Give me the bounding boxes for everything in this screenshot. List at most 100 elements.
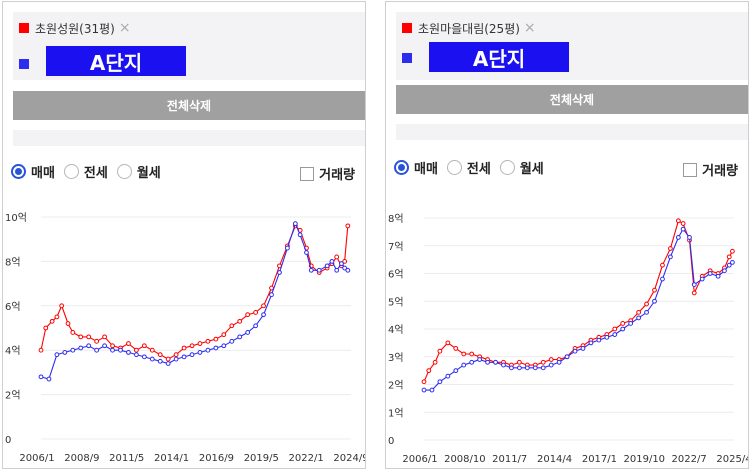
y-tick-label: 4억	[5, 345, 21, 357]
data-point	[59, 303, 65, 309]
data-point	[261, 303, 266, 309]
delete-all-button[interactable]: 전체삭제	[13, 91, 365, 120]
x-tick-label: 2014/4	[537, 454, 572, 465]
data-point	[453, 368, 459, 374]
data-point	[229, 323, 235, 329]
data-point	[636, 309, 642, 315]
data-point	[668, 254, 673, 260]
data-point	[680, 221, 686, 226]
data-point	[461, 362, 467, 368]
data-point	[157, 358, 163, 364]
data-point	[118, 347, 123, 353]
data-point	[715, 273, 721, 279]
complex-name: 초원마을대림(25평)	[418, 21, 520, 36]
data-point	[726, 262, 732, 268]
data-point	[675, 235, 681, 240]
data-point	[556, 359, 562, 365]
radio-sale[interactable]: 매매	[394, 158, 438, 177]
complex-name: 초원성원(31평)	[35, 21, 115, 36]
data-point	[43, 325, 49, 331]
data-point	[730, 260, 735, 265]
x-tick-label: 2014/1	[154, 453, 189, 464]
data-point	[540, 359, 546, 365]
data-point	[421, 379, 427, 385]
data-point	[237, 334, 243, 340]
data-point	[680, 226, 686, 232]
data-point	[70, 347, 76, 353]
x-tick-label: 2022/7	[672, 454, 707, 465]
x-tick-label: 2019/10	[624, 454, 666, 465]
data-point	[78, 334, 84, 340]
y-tick-label: 5억	[388, 296, 404, 308]
volume-checkbox[interactable]	[300, 166, 315, 181]
volume-toggle[interactable]: 거래량	[683, 160, 738, 179]
data-point	[548, 362, 554, 368]
x-tick-label: 2016/9	[199, 453, 234, 464]
red-series-swatch	[19, 23, 29, 33]
data-point	[432, 359, 438, 365]
radio-sale[interactable]: 매매	[11, 162, 55, 181]
data-point	[94, 347, 100, 353]
data-point	[726, 254, 732, 260]
x-tick-label: 2024/9	[333, 453, 365, 464]
volume-checkbox[interactable]	[683, 162, 698, 177]
delete-all-button[interactable]: 전체삭제	[396, 85, 748, 114]
data-point	[509, 365, 514, 371]
data-point	[149, 347, 155, 353]
x-tick-label: 2008/10	[444, 454, 486, 465]
data-point	[54, 314, 60, 320]
data-point	[461, 351, 467, 357]
radio-monthly-rent[interactable]: 월세	[499, 158, 544, 177]
y-tick-label: 6억	[5, 301, 21, 313]
data-point	[604, 334, 610, 340]
data-point	[205, 338, 211, 344]
deal-type-radio-group: 매매 전세 월세	[394, 158, 553, 177]
data-point	[133, 347, 139, 353]
data-point	[421, 387, 427, 393]
remove-icon[interactable]: ×	[118, 20, 131, 36]
data-point	[691, 290, 697, 296]
remove-icon[interactable]: ×	[523, 20, 536, 36]
data-point	[426, 368, 432, 374]
data-point	[54, 352, 60, 358]
data-point	[345, 267, 351, 273]
data-point	[70, 330, 76, 335]
x-tick-label: 2025/4	[716, 454, 748, 465]
data-point	[437, 379, 443, 385]
deal-type-radio-group: 매매 전세 월세	[11, 162, 170, 181]
data-point	[687, 235, 692, 240]
y-tick-label: 4억	[388, 324, 404, 336]
blue-series-swatch	[402, 53, 412, 63]
data-point	[181, 345, 187, 351]
compare-item-1: 초원성원(31평) ×	[19, 18, 131, 38]
data-point	[102, 334, 107, 340]
x-tick-label: 2017/1	[582, 454, 617, 465]
data-point	[730, 248, 735, 254]
data-point	[141, 354, 147, 360]
radio-jeonse[interactable]: 전세	[446, 158, 491, 177]
data-point	[636, 315, 642, 321]
x-tick-label: 2011/5	[109, 453, 144, 464]
volume-toggle[interactable]: 거래량	[300, 164, 355, 183]
radio-monthly-rent[interactable]: 월세	[116, 162, 161, 181]
price-chart-right: 0 1억 2억 3억 4억 5억 6억 7억 8억 2006/1 2008/10 2011/7 2014…	[388, 213, 748, 465]
radio-jeonse[interactable]: 전세	[63, 162, 108, 181]
data-point	[699, 276, 705, 282]
data-point	[652, 298, 657, 304]
data-point	[588, 340, 594, 346]
data-point	[86, 334, 92, 340]
data-point	[157, 352, 163, 358]
data-point	[324, 263, 330, 269]
x-tick-label: 2019/5	[244, 453, 279, 464]
data-point	[237, 318, 243, 324]
data-point	[345, 223, 351, 229]
data-point	[628, 321, 634, 326]
data-point	[197, 350, 203, 355]
data-point	[469, 351, 475, 357]
x-tick-label: 2006/1	[402, 454, 437, 465]
data-point	[612, 332, 618, 337]
divider-band	[396, 124, 748, 140]
data-point	[149, 356, 155, 362]
x-tick-label: 2006/1	[19, 453, 54, 464]
data-point	[548, 357, 554, 362]
